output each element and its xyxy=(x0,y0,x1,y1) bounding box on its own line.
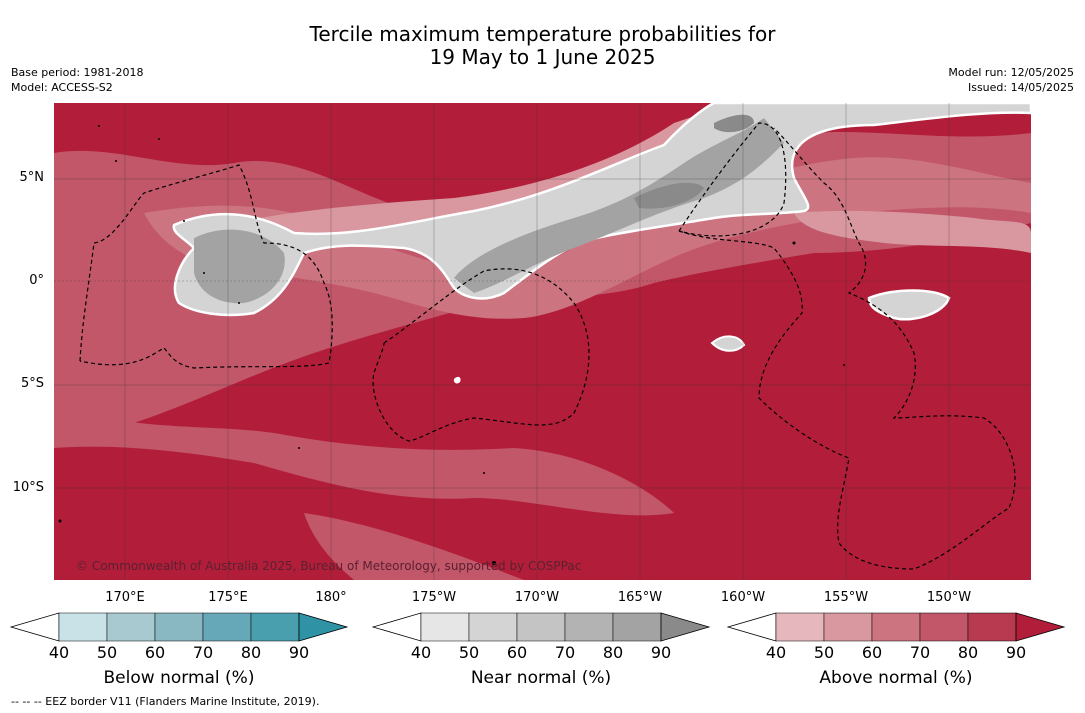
colorbar-extend-low xyxy=(727,612,777,642)
probability-map xyxy=(54,103,1031,580)
map-title-line2: 19 May to 1 June 2025 xyxy=(429,45,656,69)
colorbar-label-above: Above normal (%) xyxy=(819,668,973,688)
tick-label: 70 xyxy=(192,643,214,662)
meta-left: Base period: 1981-2018 Model: ACCESS-S2 xyxy=(11,65,143,95)
colorbar-segment xyxy=(250,612,300,642)
issued-date: Issued: 14/05/2025 xyxy=(967,81,1074,94)
lon-label-160w: 160°W xyxy=(720,590,766,605)
above-normal-band-50 xyxy=(794,210,1031,253)
tick-label: 50 xyxy=(813,643,835,662)
above-normal-band-60 xyxy=(144,157,1031,319)
tick-label: 40 xyxy=(765,643,787,662)
tick-label: 90 xyxy=(650,643,672,662)
islands xyxy=(58,125,845,565)
colorbar-below-normal xyxy=(10,612,349,642)
tick-label: 90 xyxy=(288,643,310,662)
colorbar-extend-high xyxy=(298,612,349,642)
near-normal-zone-small xyxy=(710,335,746,352)
colorbar-segment xyxy=(468,612,518,642)
colorbar-segment xyxy=(871,612,921,642)
above-normal-band-70-south2 xyxy=(304,513,524,580)
colorbar-segment xyxy=(919,612,969,642)
colorbar-segment xyxy=(420,612,470,642)
near-normal-dot xyxy=(453,376,461,384)
colorbar-segment xyxy=(775,612,825,642)
tick-label: 70 xyxy=(554,643,576,662)
lat-label-5s: 5°S xyxy=(20,376,44,391)
lon-label-155w: 155°W xyxy=(823,590,869,605)
above-normal-band-70-south xyxy=(54,403,674,516)
tick-label: 50 xyxy=(96,643,118,662)
lon-label-175e: 175°E xyxy=(208,590,248,605)
near-normal-zone-dark xyxy=(194,118,784,304)
lon-label-165w: 165°W xyxy=(617,590,663,605)
tick-label: 60 xyxy=(144,643,166,662)
colorbar-extend-low xyxy=(372,612,422,642)
colorbar-extend-low xyxy=(10,612,60,642)
colorbar-extend-high xyxy=(660,612,711,642)
near-normal-zone-east xyxy=(867,289,951,321)
colorbar-segment xyxy=(58,612,108,642)
colorbar-label-below: Below normal (%) xyxy=(103,668,255,688)
colorbar-segment xyxy=(823,612,873,642)
colorbar-near-normal xyxy=(372,612,711,642)
tick-label: 60 xyxy=(506,643,528,662)
above-normal-band-50-north xyxy=(234,103,774,241)
colorbar-segment xyxy=(516,612,566,642)
tick-label: 40 xyxy=(410,643,432,662)
tick-label: 80 xyxy=(957,643,979,662)
tick-label: 50 xyxy=(458,643,480,662)
colorbar-segment xyxy=(202,612,252,642)
lon-label-175w: 175°W xyxy=(411,590,457,605)
map-credit: © Commonwealth of Australia 2025, Bureau… xyxy=(76,559,582,573)
lat-label-5n: 5°N xyxy=(19,170,45,185)
map-title-line1: Tercile maximum temperature probabilitie… xyxy=(309,22,776,46)
tick-label: 80 xyxy=(240,643,262,662)
tick-label: 90 xyxy=(1005,643,1027,662)
base-period: Base period: 1981-2018 xyxy=(11,66,144,79)
colorbar-segment xyxy=(106,612,156,642)
colorbar-segment xyxy=(154,612,204,642)
meta-right: Model run: 12/05/2025 Issued: 14/05/2025 xyxy=(948,65,1074,95)
colorbar-segment xyxy=(967,612,1017,642)
lon-label-180: 180° xyxy=(315,590,347,605)
lat-label-0: 0° xyxy=(29,273,44,288)
colorbar-segment xyxy=(564,612,614,642)
colorbar-label-near: Near normal (%) xyxy=(470,668,612,688)
colorbar-extend-high xyxy=(1015,612,1066,642)
lat-label-10s: 10°S xyxy=(12,480,44,495)
colorbar-above-normal xyxy=(727,612,1066,642)
near-normal-zone-darker xyxy=(634,114,754,209)
lon-label-150w: 150°W xyxy=(926,590,972,605)
model-run: Model run: 12/05/2025 xyxy=(948,66,1074,79)
tick-label: 80 xyxy=(602,643,624,662)
tick-label: 60 xyxy=(861,643,883,662)
eez-footnote: -- -- -- EEZ border V11 (Flanders Marine… xyxy=(11,695,320,708)
colorbar-segment xyxy=(612,612,662,642)
graticule xyxy=(54,103,1031,580)
tick-label: 40 xyxy=(48,643,70,662)
tick-label: 70 xyxy=(909,643,931,662)
eez-borders xyxy=(79,122,1016,570)
lon-label-170e: 170°E xyxy=(105,590,145,605)
model-name: Model: ACCESS-S2 xyxy=(11,81,113,94)
lon-label-170w: 170°W xyxy=(514,590,560,605)
